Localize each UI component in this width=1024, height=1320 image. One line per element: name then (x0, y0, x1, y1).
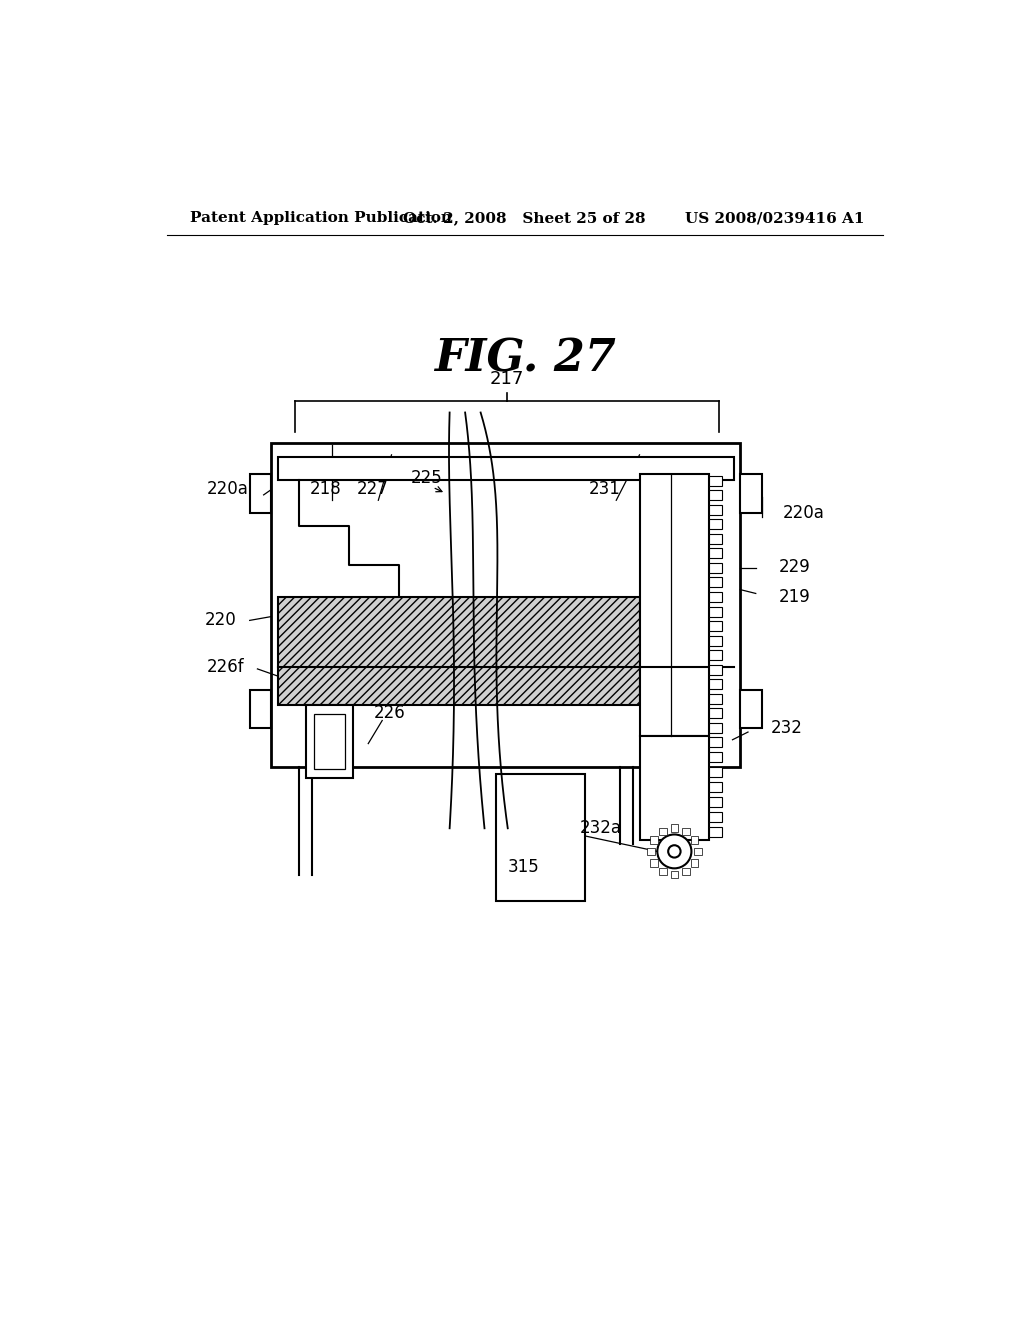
Bar (671, 825, 678, 832)
Bar (710, 826, 722, 837)
Bar (693, 847, 701, 855)
Bar (682, 828, 690, 836)
Text: 232: 232 (771, 719, 803, 737)
Bar (640, 474, 710, 737)
Bar (640, 737, 710, 840)
Bar (658, 867, 667, 875)
Text: 226f: 226f (207, 657, 245, 676)
Bar (710, 577, 722, 587)
Text: Oct. 2, 2008   Sheet 25 of 28: Oct. 2, 2008 Sheet 25 of 28 (403, 211, 646, 226)
Bar (710, 475, 722, 486)
Circle shape (669, 845, 681, 858)
Text: FIG. 27: FIG. 27 (434, 337, 615, 380)
Text: 219: 219 (779, 589, 811, 606)
Bar (647, 847, 655, 855)
Bar (271, 444, 740, 767)
Bar (650, 859, 658, 867)
Bar (690, 836, 698, 843)
Bar (496, 775, 586, 902)
Bar (710, 723, 722, 733)
Bar (710, 548, 722, 558)
Text: 315: 315 (507, 858, 539, 875)
Bar (710, 607, 722, 616)
Bar (314, 714, 345, 770)
Text: 229: 229 (779, 557, 811, 576)
Bar (710, 622, 722, 631)
Bar (710, 812, 722, 821)
Bar (710, 680, 722, 689)
Text: Patent Application Publication: Patent Application Publication (190, 211, 452, 226)
Bar (650, 836, 658, 843)
Bar (710, 797, 722, 807)
Bar (690, 859, 698, 867)
Circle shape (657, 834, 691, 869)
Bar (306, 705, 352, 779)
Bar (710, 562, 722, 573)
Bar (710, 651, 722, 660)
Bar (250, 474, 271, 512)
Text: 218: 218 (309, 480, 341, 499)
Text: 220a: 220a (206, 480, 248, 499)
Text: US 2008/0239416 A1: US 2008/0239416 A1 (685, 211, 864, 226)
Bar (250, 689, 271, 729)
Bar (710, 519, 722, 529)
Bar (740, 474, 762, 512)
Bar (710, 665, 722, 675)
Bar (278, 457, 734, 480)
Bar (671, 871, 678, 878)
Text: 235: 235 (319, 704, 351, 722)
Bar (710, 533, 722, 544)
Text: 232a: 232a (580, 820, 622, 837)
Bar (710, 752, 722, 763)
Bar (682, 867, 690, 875)
Bar (710, 636, 722, 645)
Bar (710, 504, 722, 515)
Bar (278, 597, 640, 705)
Bar (710, 694, 722, 704)
Bar (658, 828, 667, 836)
Text: 220: 220 (205, 611, 237, 630)
Bar (740, 689, 762, 729)
Text: 226: 226 (374, 704, 406, 722)
Bar (710, 738, 722, 747)
Bar (710, 767, 722, 777)
Bar (710, 591, 722, 602)
Text: 227: 227 (356, 480, 388, 499)
Bar (710, 709, 722, 718)
Text: 231: 231 (589, 480, 621, 499)
Bar (710, 781, 722, 792)
Bar (710, 490, 722, 500)
Text: 225: 225 (411, 469, 442, 487)
Text: 220a: 220a (783, 504, 824, 521)
Text: 217: 217 (489, 371, 523, 388)
